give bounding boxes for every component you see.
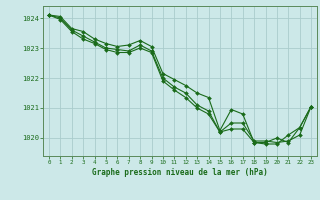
X-axis label: Graphe pression niveau de la mer (hPa): Graphe pression niveau de la mer (hPa) (92, 168, 268, 177)
